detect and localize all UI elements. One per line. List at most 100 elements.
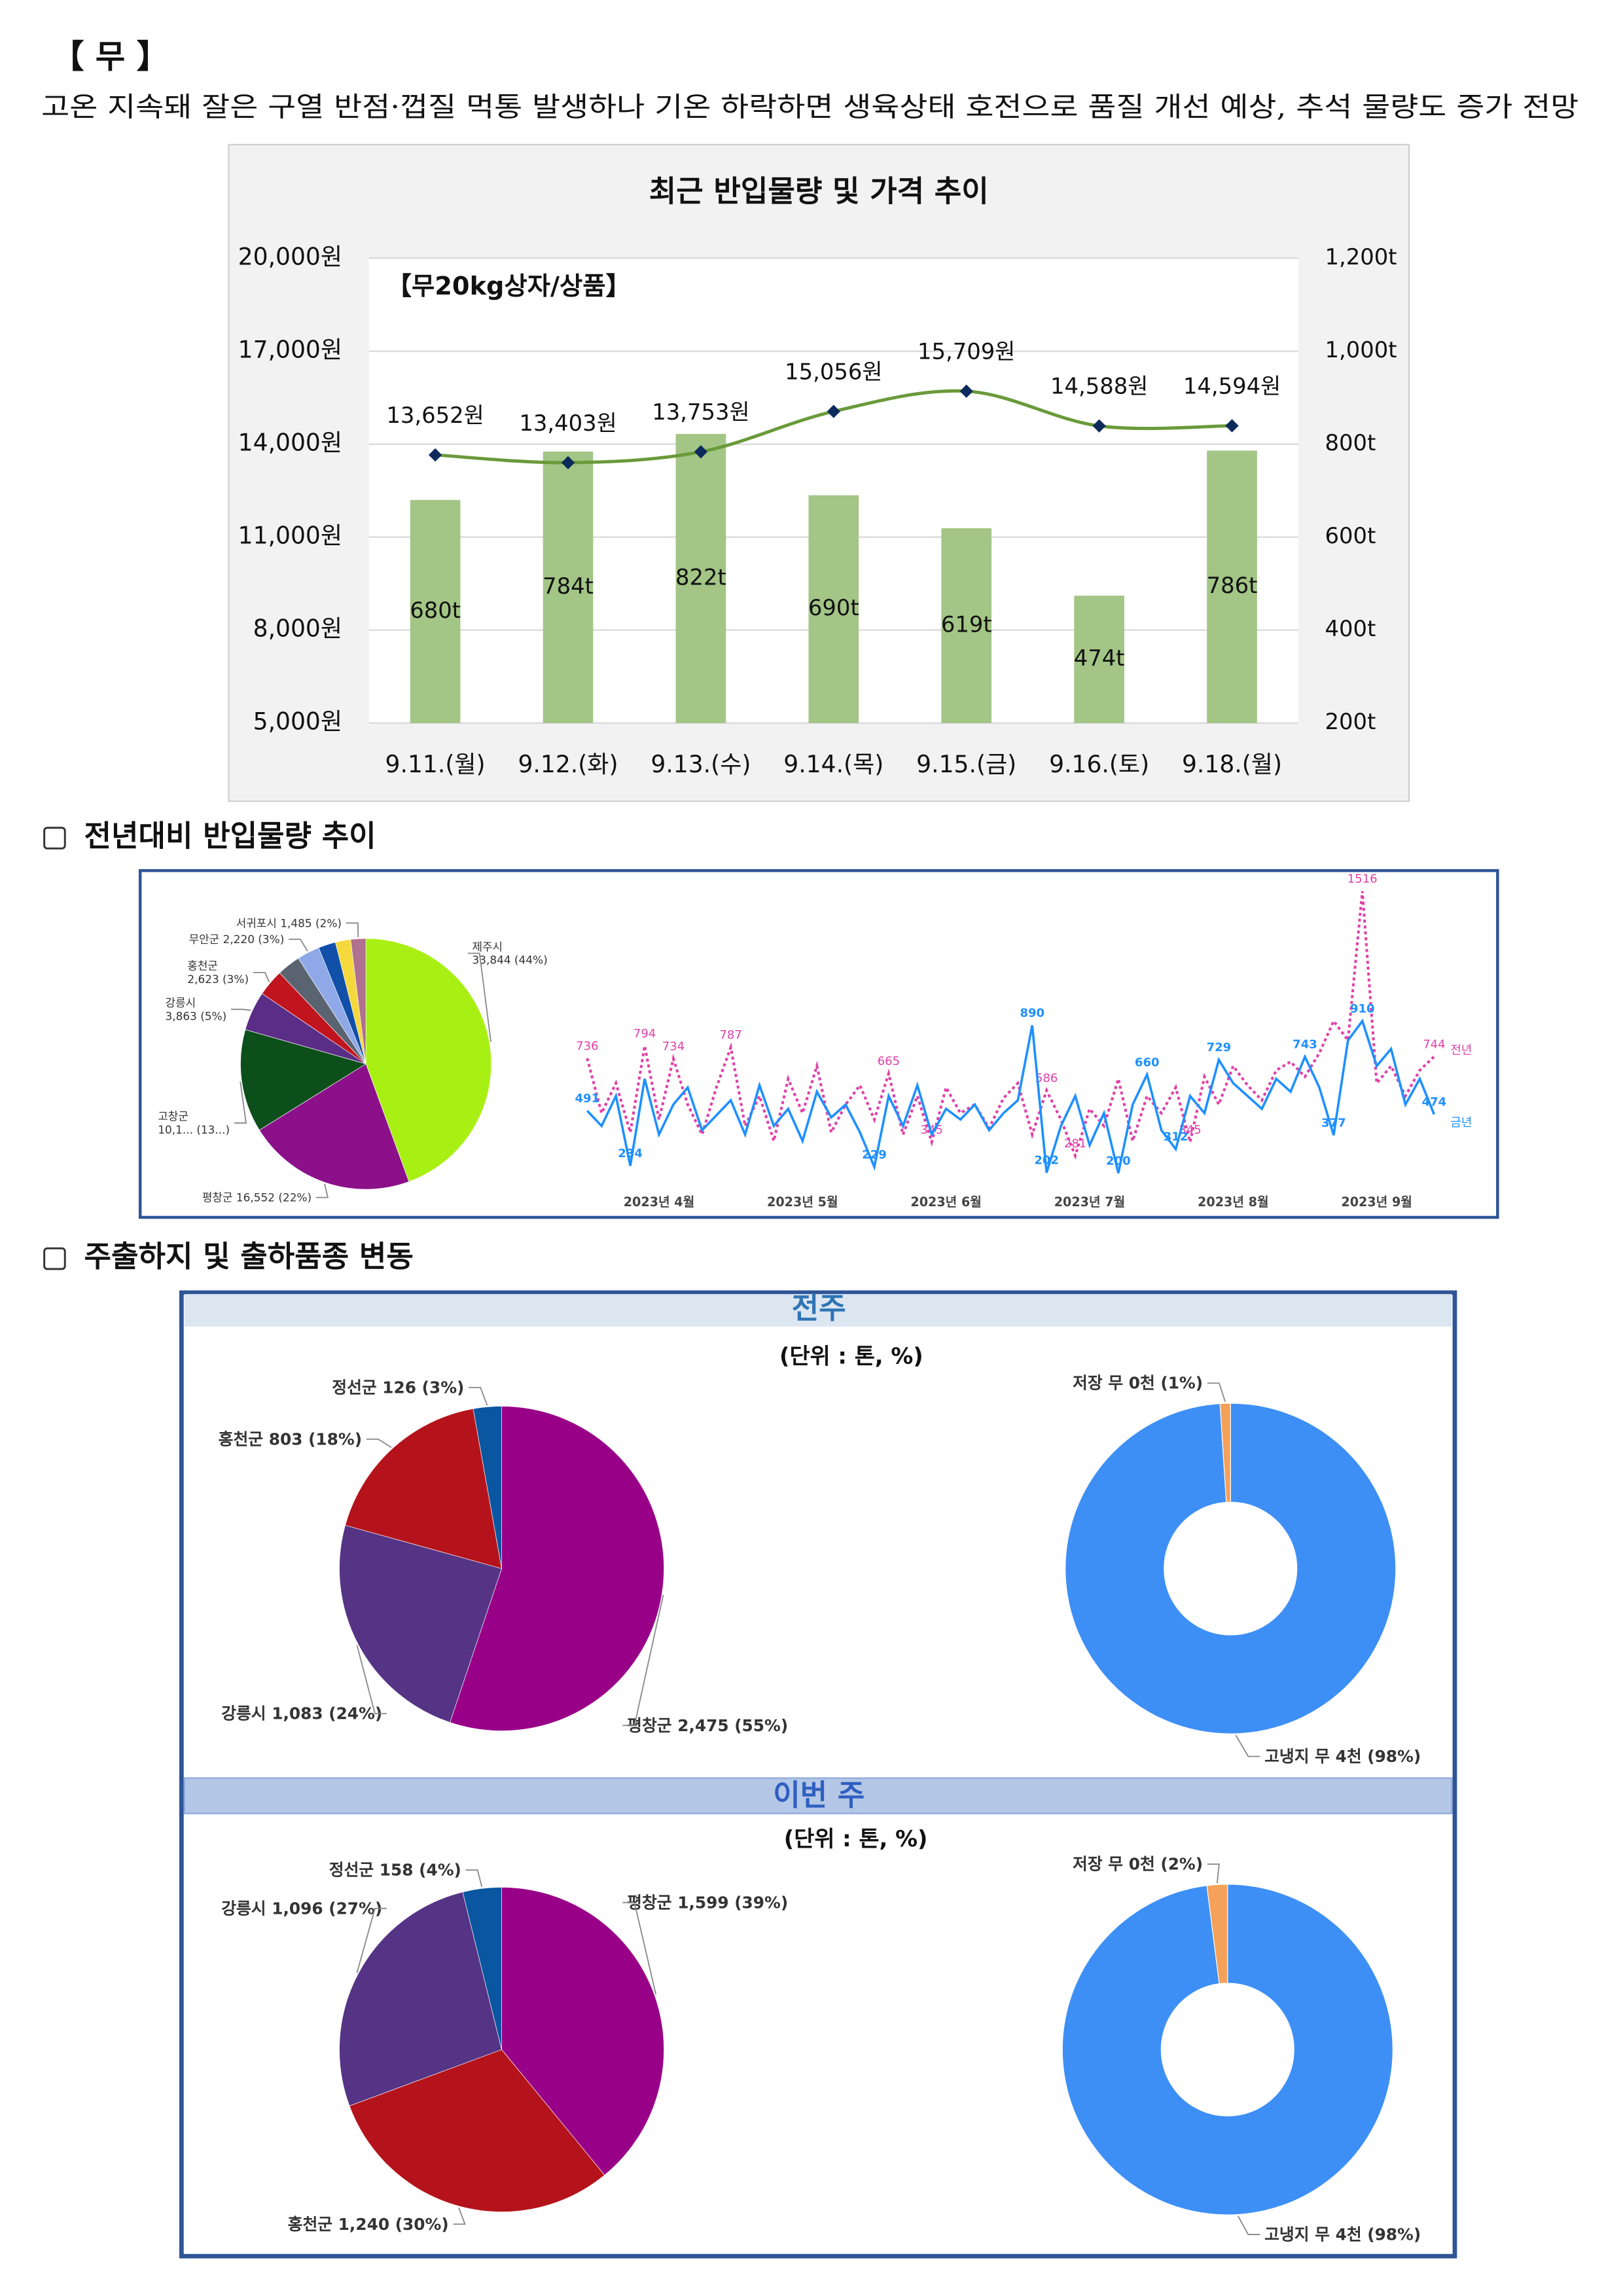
data-label: 312 bbox=[1164, 1130, 1188, 1144]
leader-line bbox=[366, 1438, 392, 1448]
bar-value-label: 680t bbox=[410, 598, 461, 623]
y-tick-label: 8,000원 bbox=[253, 615, 342, 643]
slice-label: 고창군 10,1... (13...) bbox=[158, 1110, 230, 1136]
slice-category: 정선군 bbox=[329, 1861, 380, 1880]
pie-slice bbox=[240, 1029, 366, 1131]
slice-label: 제주시 33,844 (44%) bbox=[472, 940, 547, 966]
slice-label: 평창군 2,475 (55%) bbox=[627, 1716, 788, 1735]
slice-value: 10,1... (13...) bbox=[158, 1123, 230, 1136]
pie-slice bbox=[349, 2049, 605, 2212]
y-tick-label: 5,000원 bbox=[253, 708, 342, 736]
panel-header bbox=[184, 1294, 1452, 1327]
data-label: 890 bbox=[1020, 1007, 1044, 1020]
data-label: 729 bbox=[1207, 1041, 1232, 1054]
data-label: 200 bbox=[1106, 1154, 1131, 1168]
slice-category: 홍천군 bbox=[288, 2215, 338, 2234]
bar bbox=[1074, 596, 1124, 723]
slice-category: 저장 무 bbox=[1073, 1374, 1129, 1393]
leader-line bbox=[467, 952, 491, 1042]
x-tick-label: 9.15.(금) bbox=[916, 751, 1016, 778]
slice-value: 0천 (2%) bbox=[1129, 1855, 1203, 1874]
slice-label: 강릉시 3,863 (5%) bbox=[166, 996, 227, 1022]
x-tick-label: 2023년 5월 bbox=[767, 1194, 838, 1210]
line-marker bbox=[694, 445, 708, 459]
checkbox bbox=[43, 827, 66, 850]
slice-label: 평창군 16,552 (22%) bbox=[202, 1191, 312, 1204]
series-line bbox=[586, 1018, 1436, 1174]
panel-title: 전주 bbox=[792, 1291, 846, 1325]
y2-tick-label: 200t bbox=[1325, 709, 1376, 734]
line-value-label: 14,594원 bbox=[1183, 373, 1281, 399]
slice-value: 1,083 (24%) bbox=[272, 1704, 382, 1723]
y2-tick-label: 400t bbox=[1325, 616, 1376, 641]
leader-line bbox=[469, 1387, 488, 1406]
chart-title: 최근 반입물량 및 가격 추이 bbox=[649, 173, 989, 208]
slice-category: 무안군 bbox=[189, 933, 223, 946]
x-tick-label: 2023년 9월 bbox=[1341, 1194, 1412, 1210]
bar-value-label: 786t bbox=[1207, 573, 1258, 598]
slice-category: 고냉지 무 bbox=[1264, 2225, 1335, 2244]
data-label: 474 bbox=[1422, 1096, 1447, 1109]
data-label: 744 bbox=[1423, 1037, 1445, 1051]
slice-value: 33,844 (44%) bbox=[472, 954, 547, 967]
x-tick-label: 9.12.(화) bbox=[518, 751, 618, 778]
slice-value: 3,863 (5%) bbox=[166, 1009, 227, 1022]
data-label: 665 bbox=[878, 1054, 900, 1068]
bar-value-label: 822t bbox=[675, 564, 726, 590]
slice-label: 평창군 1,599 (39%) bbox=[627, 1893, 788, 1912]
slice-category: 강릉시 bbox=[166, 996, 196, 1009]
pie-slice bbox=[473, 1406, 502, 1569]
slice-value: 158 (4%) bbox=[380, 1861, 461, 1880]
x-tick-label: 2023년 6월 bbox=[910, 1194, 982, 1210]
leader-line bbox=[465, 1869, 483, 1888]
slice-category: 고창군 bbox=[158, 1110, 188, 1123]
pie-slice bbox=[365, 938, 492, 1182]
slice-label: 무안군 2,220 (3%) bbox=[189, 933, 285, 946]
data-label: 794 bbox=[633, 1027, 656, 1041]
leader-line bbox=[234, 1081, 247, 1124]
x-tick-label: 2023년 8월 bbox=[1198, 1194, 1269, 1210]
bar-value-label: 784t bbox=[543, 573, 594, 599]
data-label: 910 bbox=[1350, 1002, 1375, 1016]
leader-line bbox=[315, 1183, 329, 1198]
y2-tick-label: 800t bbox=[1325, 430, 1376, 456]
line-marker bbox=[1225, 419, 1239, 433]
data-label: 787 bbox=[719, 1028, 741, 1042]
pie-slice bbox=[462, 1887, 502, 2050]
slice-label: 고냉지 무 4천 (98%) bbox=[1264, 1747, 1421, 1766]
slice-category: 저장 무 bbox=[1073, 1855, 1129, 1874]
y-tick-label: 14,000원 bbox=[238, 429, 342, 457]
data-label: 202 bbox=[1034, 1154, 1059, 1168]
leader-line bbox=[1237, 2215, 1260, 2235]
pie-slice bbox=[350, 938, 366, 1064]
bar bbox=[941, 528, 992, 723]
bar-value-label: 474t bbox=[1074, 645, 1125, 671]
x-tick-label: 9.18.(월) bbox=[1182, 751, 1282, 778]
slice-category: 홍천군 bbox=[219, 1429, 269, 1448]
chart-subtitle: 【무20kg상자/상품】 bbox=[387, 272, 631, 301]
data-label: 1516 bbox=[1347, 872, 1378, 886]
data-label: 491 bbox=[575, 1092, 600, 1105]
section-title: 전년대비 반입물량 추이 bbox=[84, 819, 376, 853]
slice-label: 홍천군 2,623 (3%) bbox=[187, 960, 249, 986]
line-marker bbox=[959, 384, 973, 398]
slice-label: 고냉지 무 4천 (98%) bbox=[1264, 2225, 1421, 2244]
slice-label: 저장 무 0천 (1%) bbox=[1073, 1374, 1203, 1393]
data-label: 660 bbox=[1135, 1056, 1160, 1069]
x-tick-label: 2023년 4월 bbox=[624, 1194, 695, 1210]
bar bbox=[808, 495, 859, 723]
slice-label: 강릉시 1,096 (27%) bbox=[221, 1899, 382, 1918]
y-tick-label: 11,000원 bbox=[238, 522, 342, 550]
slice-value: 16,552 (22%) bbox=[236, 1191, 312, 1204]
leader-line bbox=[253, 971, 270, 982]
slice-category: 강릉시 bbox=[221, 1899, 272, 1918]
x-tick-label: 9.16.(토) bbox=[1049, 751, 1149, 778]
bar-value-label: 619t bbox=[941, 611, 992, 637]
leader-line bbox=[289, 939, 308, 952]
bar bbox=[1207, 450, 1257, 723]
line-value-label: 15,056원 bbox=[785, 359, 882, 384]
slice-value: 1,599 (39%) bbox=[677, 1893, 788, 1912]
bar bbox=[410, 499, 461, 723]
legend-label: 금년 bbox=[1450, 1116, 1472, 1130]
line-value-label: 13,753원 bbox=[652, 399, 749, 425]
